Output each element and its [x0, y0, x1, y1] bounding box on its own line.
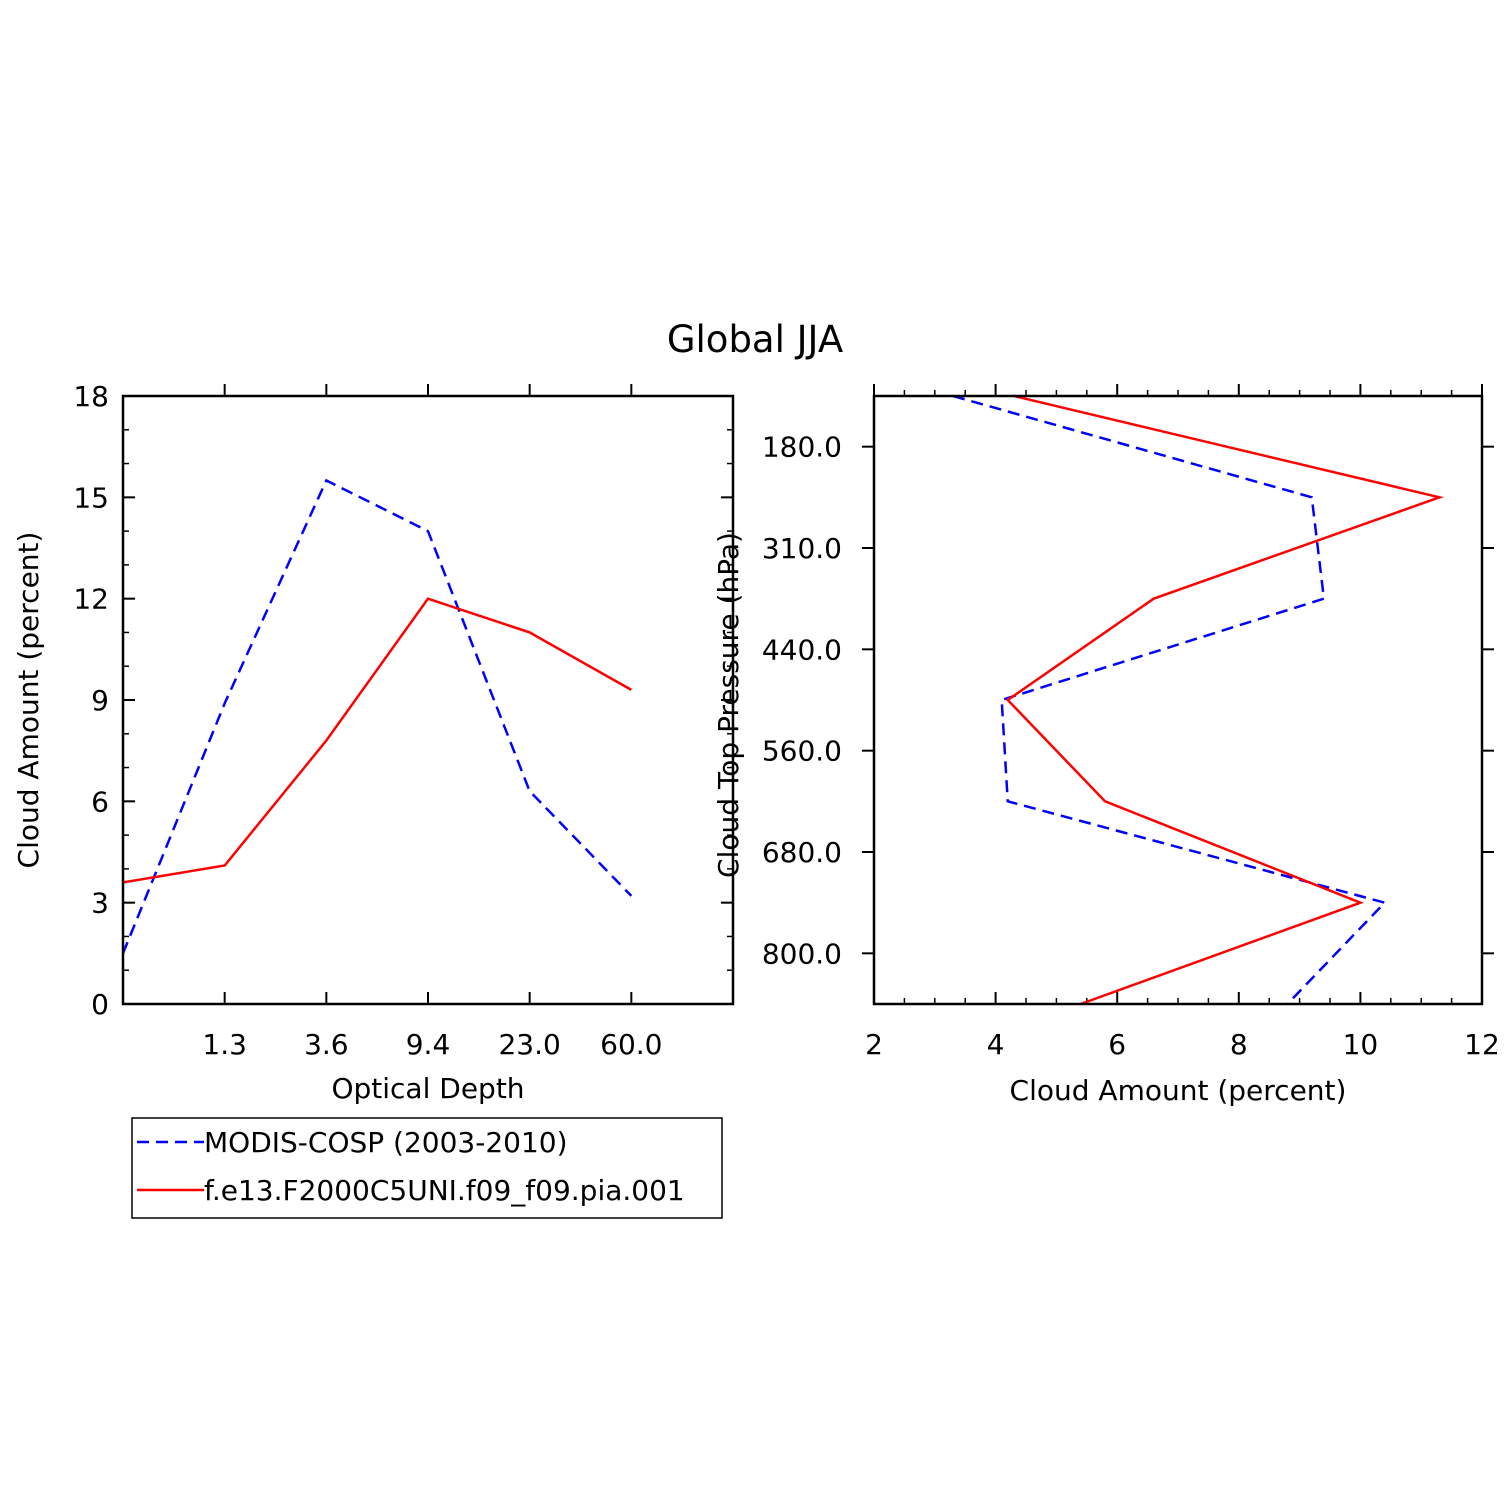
left-y-tick-label: 0 — [91, 988, 109, 1021]
chart-title: Global JJA — [667, 318, 843, 361]
right-y-axis-label: Cloud Top Pressure (hPa) — [712, 532, 745, 878]
left-ticks: 0 3 6 9 12 15 18 1.3 3.6 9.4 23.0 60.0 — [73, 380, 733, 1061]
right-plot-frame — [872, 394, 1484, 1006]
right-x-tick-label: 12 — [1464, 1028, 1500, 1061]
legend-label-modis: MODIS-COSP (2003-2010) — [204, 1126, 568, 1159]
cloud-top-pressure-panel: 2 4 6 8 10 12 180.0 310.0 440.0 560.0 680.0 800.0 C… — [712, 384, 1500, 1107]
right-y-tick-label: 440.0 — [762, 633, 842, 666]
left-y-tick-label: 6 — [91, 785, 109, 818]
left-y-tick-label: 3 — [91, 887, 109, 920]
right-x-tick-label: 4 — [987, 1028, 1005, 1061]
left-series-line-1 — [122, 597, 632, 884]
left-x-tick-label: 23.0 — [498, 1028, 560, 1061]
right-y-tick-label: 800.0 — [762, 937, 842, 970]
right-series — [952, 394, 1444, 1006]
legend: MODIS-COSP (2003-2010) f.e13.F2000C5UNI.… — [131, 1117, 723, 1219]
left-plot-frame — [121, 394, 735, 1006]
left-y-tick-label: 15 — [73, 481, 109, 514]
right-y-tick-label: 560.0 — [762, 735, 842, 768]
left-y-tick-label: 9 — [91, 684, 109, 717]
left-x-axis-label: Optical Depth — [331, 1072, 524, 1105]
legend-label-model: f.e13.F2000C5UNI.f09_f09.pia.001 — [204, 1174, 685, 1207]
right-x-tick-label: 10 — [1343, 1028, 1379, 1061]
left-x-tick-label: 3.6 — [304, 1028, 349, 1061]
left-x-tick-label: 60.0 — [600, 1028, 662, 1061]
optical-depth-panel: 0 3 6 9 12 15 18 1.3 3.6 9.4 23.0 60.0 Optical Dept… — [12, 380, 735, 1105]
right-x-tick-label: 2 — [865, 1028, 883, 1061]
left-y-axis-label: Cloud Amount (percent) — [12, 532, 45, 869]
right-y-tick-label: 180.0 — [762, 431, 842, 464]
right-series-line-0 — [952, 394, 1388, 1005]
right-series-line-1 — [1005, 394, 1444, 1006]
right-x-tick-label: 6 — [1108, 1028, 1126, 1061]
left-x-tick-label: 9.4 — [406, 1028, 451, 1061]
legend-box — [131, 1117, 723, 1219]
right-y-tick-label: 310.0 — [762, 532, 842, 565]
right-y-tick-label: 680.0 — [762, 836, 842, 869]
right-ticks: 2 4 6 8 10 12 180.0 310.0 440.0 560.0 680.0 800.0 — [762, 384, 1500, 1061]
left-series — [121, 478, 633, 954]
left-series-line-0 — [121, 478, 633, 954]
right-x-tick-label: 8 — [1230, 1028, 1248, 1061]
left-x-tick-label: 1.3 — [202, 1028, 247, 1061]
left-y-tick-label: 12 — [73, 583, 109, 616]
right-x-axis-label: Cloud Amount (percent) — [1010, 1074, 1347, 1107]
left-y-tick-label: 18 — [73, 380, 109, 413]
